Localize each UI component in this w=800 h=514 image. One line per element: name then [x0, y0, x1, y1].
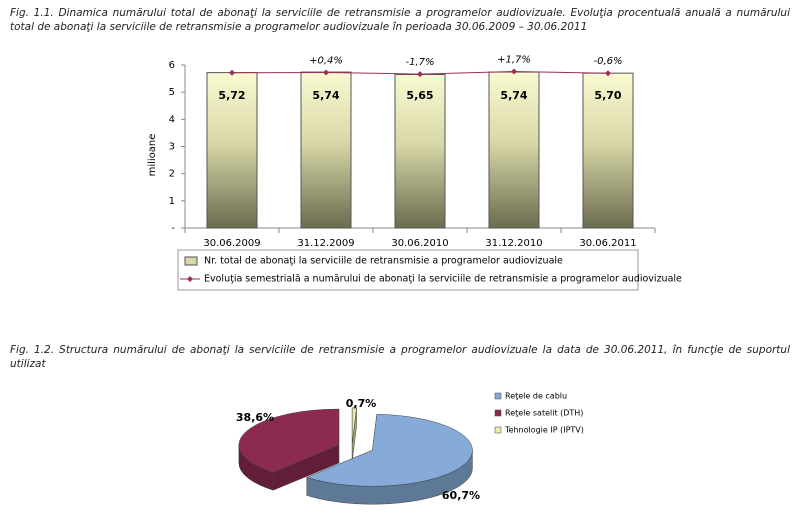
pie-slice — [238, 408, 340, 473]
bar — [582, 72, 634, 229]
x-tick-label: 30.06.2009 — [203, 238, 260, 249]
y-tick-label: - — [171, 223, 175, 234]
legend-swatch — [494, 426, 502, 434]
figure-caption: Fig. 1.1. Dinamica numărului total de ab… — [10, 7, 790, 33]
y-tick-label: 6 — [169, 60, 175, 71]
line-value-label: -1,7% — [405, 57, 434, 68]
y-tick-label: 3 — [169, 142, 175, 153]
pie-value-label: 60,7% — [442, 489, 480, 502]
pie-slice — [306, 414, 473, 487]
bar-value-label: 5,74 — [312, 89, 339, 102]
line-marker — [323, 69, 329, 76]
x-tick-label: 30.06.2010 — [391, 238, 448, 249]
x-tick-label: 30.06.2011 — [579, 238, 636, 249]
legend-swatch — [494, 409, 502, 417]
legend-label: Tehnologie IP (IPTV) — [504, 426, 584, 435]
x-tick-label: 31.12.2010 — [485, 238, 542, 249]
line-marker — [511, 68, 517, 75]
bar-value-label: 5,74 — [500, 89, 527, 102]
bar — [206, 72, 258, 229]
pie-slice — [351, 407, 357, 444]
x-tick-label: 31.12.2009 — [297, 238, 354, 249]
bar — [300, 71, 352, 229]
figure-caption: Fig. 1.2. Structura numărului de abonaţi… — [10, 344, 790, 370]
bar-value-label: 5,70 — [594, 89, 621, 102]
y-tick-label: 4 — [169, 114, 175, 125]
y-tick-label: 5 — [169, 87, 175, 98]
y-tick-label: 1 — [169, 196, 175, 207]
bar — [394, 74, 446, 229]
line-marker — [229, 69, 235, 76]
line-value-label: -0,6% — [593, 56, 622, 67]
legend-marker — [187, 276, 193, 282]
pie-value-label: 0,7% — [346, 397, 377, 410]
bar-value-label: 5,65 — [406, 89, 433, 102]
legend-box — [177, 249, 639, 291]
legend-swatch — [494, 392, 502, 400]
legend-swatch — [184, 256, 198, 266]
legend-label: Reţele satelit (DTH) — [505, 409, 583, 418]
pie-value-label: 38,6% — [236, 411, 274, 424]
legend-label: Nr. total de abonaţi la serviciile de re… — [204, 256, 563, 267]
line-value-label: +1,7% — [497, 54, 531, 65]
legend-label: Reţele de cablu — [505, 392, 567, 401]
line-marker — [605, 70, 611, 77]
y-axis-label: milioane — [147, 134, 158, 177]
y-tick-label: 2 — [169, 169, 175, 180]
line-marker — [417, 71, 423, 78]
line-value-label: +0,4% — [309, 55, 343, 66]
legend-label: Evoluţia semestrială a numărului de abon… — [204, 274, 682, 285]
bar-value-label: 5,72 — [218, 89, 245, 102]
bar — [488, 71, 540, 229]
